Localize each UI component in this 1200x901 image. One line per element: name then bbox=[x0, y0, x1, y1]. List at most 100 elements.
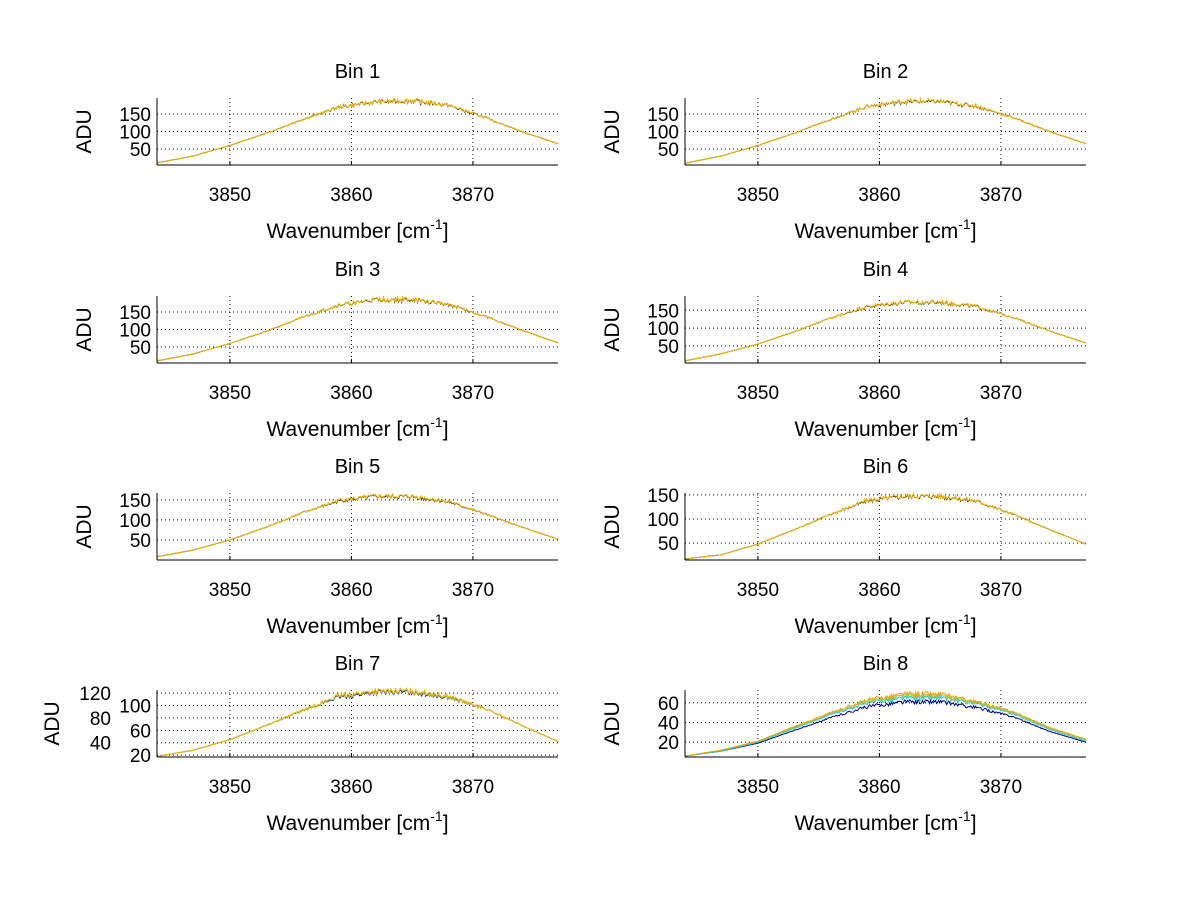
subplot-3: 3850 3860 387050100150Bin 3Wavenumber [cm-… bbox=[73, 259, 558, 441]
x-tick-label: 3850 bbox=[209, 383, 251, 404]
x-tick-label: 3860 bbox=[858, 777, 900, 798]
subplot-title: Bin 4 bbox=[863, 259, 909, 281]
x-tick-label: 3850 bbox=[209, 185, 251, 206]
x-axis-label: Wavenumber [cm-1] bbox=[794, 611, 976, 638]
x-label-main: Wavenumber [cm bbox=[266, 615, 430, 638]
x-label-end: ] bbox=[971, 615, 977, 638]
x-tick-label: 3860 bbox=[330, 383, 372, 404]
x-tick-label: 3860 bbox=[858, 580, 900, 601]
x-tick-label: 3870 bbox=[452, 580, 494, 601]
x-label-main: Wavenumber [cm bbox=[794, 220, 958, 243]
x-label-end: ] bbox=[971, 220, 977, 243]
x-label-superscript: -1 bbox=[958, 414, 971, 430]
subplot-title: Bin 8 bbox=[863, 653, 909, 675]
x-label-main: Wavenumber [cm bbox=[794, 615, 958, 638]
y-tick-label: 60 bbox=[130, 721, 151, 742]
x-label-superscript: -1 bbox=[958, 611, 971, 627]
y-tick-label: 150 bbox=[119, 105, 151, 126]
y-axis-label: ADU bbox=[601, 307, 624, 351]
x-label-main: Wavenumber [cm bbox=[266, 418, 430, 441]
subplot-title: Bin 3 bbox=[335, 259, 381, 281]
y-axis-label: ADU bbox=[73, 504, 96, 548]
x-axis-label: Wavenumber [cm-1] bbox=[266, 216, 448, 243]
subplot-6: 3850 3860 3870 50 100 150 Bin 6 Wavenumber [cm-… bbox=[601, 456, 1086, 638]
x-tick-label: 3850 bbox=[209, 580, 251, 601]
x-label-superscript: -1 bbox=[430, 611, 443, 627]
x-label-end: ] bbox=[443, 615, 449, 638]
series-line-black bbox=[685, 494, 1086, 559]
series-line-yellow bbox=[685, 494, 1086, 560]
subplot-title: Bin 2 bbox=[863, 61, 909, 83]
series-line-yellow bbox=[157, 494, 558, 557]
x-label-end: ] bbox=[443, 812, 449, 835]
subplot-title: Bin 1 bbox=[335, 61, 381, 83]
series-line-yellow bbox=[685, 300, 1086, 361]
y-axis-label: ADU bbox=[73, 109, 96, 153]
x-tick-label: 3850 bbox=[737, 185, 779, 206]
x-tick-label: 3850 bbox=[209, 777, 251, 798]
series-line-black bbox=[157, 494, 558, 557]
x-label-end: ] bbox=[971, 418, 977, 441]
series-line-blue bbox=[157, 689, 558, 756]
y-tick-label: 50 bbox=[658, 534, 679, 555]
x-tick-label: 3860 bbox=[858, 383, 900, 404]
x-label-main: Wavenumber [cm bbox=[266, 220, 430, 243]
y-tick-label: 20 bbox=[130, 746, 151, 767]
y-tick-label: 150 bbox=[119, 303, 151, 324]
x-axis-label: Wavenumber [cm-1] bbox=[266, 808, 448, 835]
x-axis-label: Wavenumber [cm-1] bbox=[794, 808, 976, 835]
series-line-black bbox=[685, 300, 1086, 361]
series-line-yellow bbox=[157, 688, 558, 756]
subplot-7: 3850 3860 3870 20 40 60 80 100 120 Bin 7 Wavenumbe… bbox=[41, 653, 558, 835]
x-tick-label: 3850 bbox=[737, 777, 779, 798]
x-label-end: ] bbox=[971, 812, 977, 835]
y-axis-label: ADU bbox=[41, 701, 64, 745]
y-tick-label: 100 bbox=[119, 511, 151, 532]
series-line-black bbox=[157, 99, 558, 163]
y-tick-label: 60 bbox=[658, 694, 679, 715]
y-tick-label: 150 bbox=[647, 105, 679, 126]
subplot-5: 3850 3860 3870 50100150 Bin 5 Wavenumber [cm-… bbox=[73, 456, 558, 638]
x-label-superscript: -1 bbox=[430, 216, 443, 232]
series-line-yellow bbox=[157, 99, 558, 163]
y-tick-label: 120 bbox=[79, 684, 111, 705]
x-axis-label: Wavenumber [cm-1] bbox=[266, 414, 448, 441]
x-tick-label: 3870 bbox=[452, 383, 494, 404]
y-tick-label: 40 bbox=[90, 734, 111, 755]
x-tick-label: 3870 bbox=[452, 777, 494, 798]
x-axis-label: Wavenumber [cm-1] bbox=[794, 216, 976, 243]
x-label-superscript: -1 bbox=[430, 414, 443, 430]
x-label-main: Wavenumber [cm bbox=[794, 812, 958, 835]
y-tick-label: 100 bbox=[119, 697, 151, 718]
figure: 3850 3860 387050100150Bin 1Wavenumber [cm-… bbox=[0, 0, 1200, 901]
series-line-green bbox=[157, 689, 558, 757]
x-label-superscript: -1 bbox=[958, 216, 971, 232]
y-tick-label: 100 bbox=[647, 510, 679, 531]
y-tick-label: 50 bbox=[130, 531, 151, 552]
x-tick-label: 3870 bbox=[980, 185, 1022, 206]
x-label-main: Wavenumber [cm bbox=[266, 812, 430, 835]
subplot-8: 3850 3860 3870 204060 Bin 8 Wavenumber [cm-1]… bbox=[601, 653, 1086, 835]
x-label-end: ] bbox=[443, 418, 449, 441]
series-line-blue bbox=[685, 700, 1086, 756]
y-tick-label: 20 bbox=[658, 733, 679, 754]
x-tick-label: 3860 bbox=[330, 580, 372, 601]
x-tick-label: 3860 bbox=[330, 185, 372, 206]
y-axis-label: ADU bbox=[601, 504, 624, 548]
x-tick-label: 3870 bbox=[452, 185, 494, 206]
x-axis-label: Wavenumber [cm-1] bbox=[266, 611, 448, 638]
subplot-1: 3850 3860 3870 50100150 Bin 1 Wavenumber [cm-… bbox=[73, 61, 558, 243]
x-label-superscript: -1 bbox=[958, 808, 971, 824]
subplot-title: Bin 7 bbox=[335, 653, 381, 675]
x-tick-label: 3850 bbox=[737, 580, 779, 601]
x-label-end: ] bbox=[443, 220, 449, 243]
subplot-title: Bin 6 bbox=[863, 456, 909, 478]
x-tick-label: 3860 bbox=[858, 185, 900, 206]
x-tick-label: 3850 bbox=[737, 383, 779, 404]
y-axis-label: ADU bbox=[601, 701, 624, 745]
y-tick-label: 150 bbox=[119, 491, 151, 512]
x-tick-label: 3870 bbox=[980, 580, 1022, 601]
subplot-2: 3850 3860 3870 50100150 Bin 2 Wavenumber [cm-… bbox=[601, 61, 1086, 243]
x-tick-label: 3870 bbox=[980, 383, 1022, 404]
x-tick-label: 3870 bbox=[980, 777, 1022, 798]
